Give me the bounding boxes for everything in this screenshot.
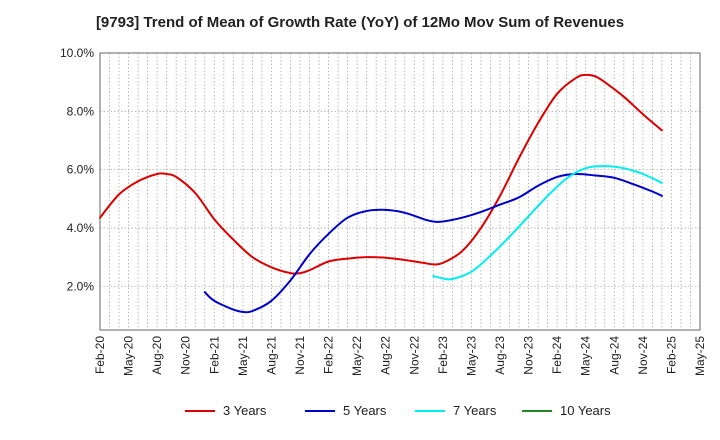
x-tick-label: Feb-21 [207,336,221,374]
x-tick-label: May-25 [693,336,707,376]
x-tick-label: May-21 [236,336,250,376]
x-tick-label: May-20 [122,336,136,376]
x-tick-label: May-22 [350,336,364,376]
legend-label-7-years: 7 Years [453,403,497,418]
x-tick-label: Nov-21 [293,336,307,375]
x-tick-label: Aug-24 [607,336,621,375]
x-tick-label: May-24 [579,336,593,376]
legend-label-3-years: 3 Years [223,403,267,418]
x-tick-label: Feb-20 [93,336,107,374]
y-tick-label: 10.0% [60,46,94,60]
x-tick-label: Aug-21 [264,336,278,375]
series-line-7-years [432,165,663,281]
chart-title: [9793] Trend of Mean of Growth Rate (YoY… [95,14,625,31]
legend-label-5-years: 5 Years [343,403,387,418]
x-tick-label: Nov-20 [179,336,193,375]
y-tick-label: 6.0% [67,163,95,177]
y-tick-label: 4.0% [67,221,95,235]
y-tick-label: 2.0% [67,279,95,293]
plot-frame [99,52,701,331]
legend-label-10-years: 10 Years [560,403,611,418]
x-tick-label: Feb-23 [436,336,450,374]
x-tick-label: Nov-24 [636,336,650,375]
x-tick-label: Feb-22 [322,336,336,374]
x-tick-label: Aug-23 [493,336,507,375]
x-tick-label: Feb-25 [664,336,678,374]
series-line-5-years [203,172,663,314]
x-tick-label: Aug-22 [379,336,393,375]
x-tick-label: Nov-23 [522,336,536,375]
x-tick-label: Nov-22 [407,336,421,375]
x-tick-label: Aug-20 [150,336,164,375]
x-tick-label: Feb-24 [550,336,564,374]
x-tick-label: May-23 [464,336,478,376]
series-line-3-years [99,73,663,275]
y-tick-label: 8.0% [67,104,95,118]
